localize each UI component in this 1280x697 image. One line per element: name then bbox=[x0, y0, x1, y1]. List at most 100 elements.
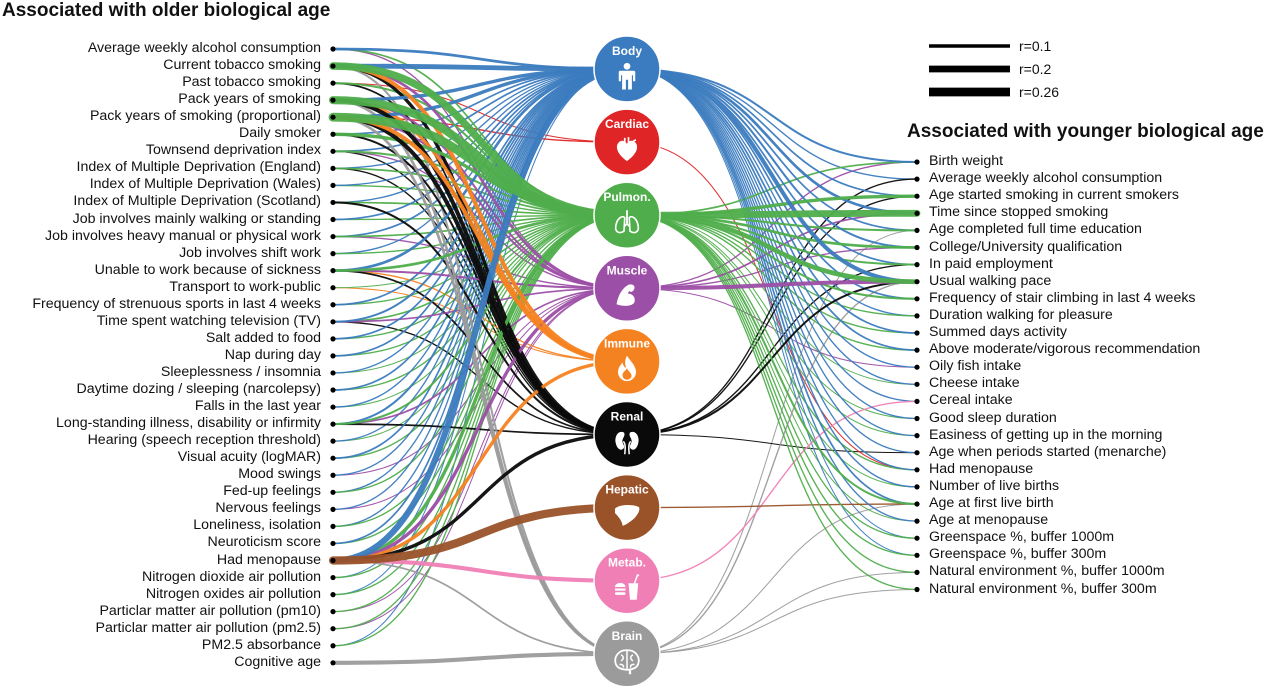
younger-factor-dot bbox=[914, 244, 920, 251]
older-factor-label: Nervous feelings bbox=[215, 500, 321, 517]
organ-circle bbox=[593, 108, 661, 176]
older-factor-label: Transport to work-public bbox=[169, 278, 321, 295]
older-factor-label: Nap during day bbox=[224, 346, 321, 363]
younger-factor-label: Summed days activity bbox=[929, 324, 1067, 340]
younger-link bbox=[626, 214, 918, 437]
younger-factor-label: Age started smoking in current smokers bbox=[929, 187, 1179, 204]
older-factor-dot bbox=[330, 609, 336, 615]
older-factor-dot bbox=[330, 592, 336, 598]
legend bbox=[929, 44, 1010, 97]
older-factor-dot bbox=[330, 199, 336, 206]
younger-factor-dot bbox=[914, 227, 920, 233]
older-link bbox=[332, 68, 628, 153]
older-link bbox=[332, 214, 628, 459]
legend-label-r01: r=0.1 bbox=[1019, 38, 1052, 54]
younger-link bbox=[626, 68, 918, 300]
older-factor-dot bbox=[330, 268, 336, 274]
younger-factor-label: Age at first live birth bbox=[929, 495, 1054, 511]
organ-circle bbox=[593, 400, 661, 469]
organ-node-immune: Immune bbox=[593, 327, 661, 396]
younger-factor-dot bbox=[914, 193, 920, 199]
older-factor-label: Falls in the last year bbox=[194, 398, 321, 415]
legend-label-r02: r=0.2 bbox=[1019, 61, 1052, 77]
older-factor-dot bbox=[330, 626, 336, 632]
younger-link bbox=[626, 571, 918, 655]
younger-links bbox=[623, 66, 921, 655]
younger-link bbox=[626, 68, 918, 454]
younger-factor-dot bbox=[914, 364, 920, 370]
younger-link bbox=[626, 195, 918, 436]
older-factor-label: Had menopause bbox=[216, 551, 321, 568]
older-factor-dot bbox=[330, 251, 336, 257]
older-link bbox=[332, 214, 628, 391]
younger-link bbox=[626, 433, 918, 454]
older-factor-dot bbox=[330, 506, 336, 512]
older-dots bbox=[330, 46, 336, 666]
younger-factor-label: Greenspace %, buffer 300m bbox=[929, 546, 1107, 563]
older-link bbox=[332, 287, 628, 613]
younger-link bbox=[625, 67, 919, 164]
older-link bbox=[331, 64, 629, 290]
older-factor-dot bbox=[330, 182, 336, 188]
younger-factor-label: Birth weight bbox=[929, 153, 1004, 169]
older-link bbox=[328, 112, 632, 220]
younger-factor-dot bbox=[914, 586, 920, 593]
older-link bbox=[330, 63, 630, 72]
organ-label: Hepatic bbox=[605, 483, 649, 497]
older-link bbox=[331, 432, 629, 563]
younger-factor-dot bbox=[914, 398, 920, 404]
younger-link bbox=[625, 67, 919, 215]
organ-circle bbox=[593, 546, 661, 615]
younger-factor-dot bbox=[914, 159, 920, 165]
younger-link bbox=[626, 214, 918, 334]
older-factor-label: Past tobacco smoking bbox=[182, 74, 321, 91]
younger-link bbox=[626, 214, 918, 591]
older-factor-dot bbox=[330, 557, 336, 564]
older-factor-dot bbox=[330, 216, 336, 223]
younger-link bbox=[626, 281, 918, 655]
older-factor-label: Long-standing illness, disability or inf… bbox=[56, 415, 321, 432]
older-link bbox=[331, 67, 629, 323]
organ-label: Body bbox=[612, 44, 642, 58]
older-factor-label: Pack years of smoking bbox=[178, 91, 321, 108]
younger-link bbox=[626, 178, 918, 436]
organ-label: Brain bbox=[612, 629, 643, 643]
younger-factor-label: Age completed full time education bbox=[929, 221, 1142, 238]
younger-factor-label: Cereal intake bbox=[929, 392, 1013, 409]
older-link bbox=[331, 286, 629, 563]
younger-link bbox=[624, 279, 920, 291]
older-link bbox=[330, 651, 630, 665]
organ-node-cardiac: Cardiac bbox=[593, 108, 661, 176]
younger-factor-label: Had menopause bbox=[929, 460, 1034, 477]
younger-factor-dot bbox=[914, 262, 920, 268]
younger-factor-label: Age at menopause bbox=[929, 512, 1049, 529]
younger-factor-dot bbox=[914, 176, 920, 182]
older-factor-label: Hearing (speech reception threshold) bbox=[87, 432, 321, 449]
younger-factor-label: Cheese intake bbox=[929, 375, 1020, 392]
older-factor-label: Index of Multiple Deprivation (Scotland) bbox=[73, 193, 321, 210]
older-factor-dot bbox=[330, 114, 336, 120]
older-factor-dot bbox=[330, 285, 336, 291]
organ-label: Pulmon. bbox=[603, 190, 650, 204]
older-factor-label: Average weekly alcohol consumption bbox=[87, 40, 321, 56]
older-link bbox=[332, 68, 628, 187]
older-factor-dot bbox=[330, 472, 336, 478]
older-factor-dot bbox=[330, 660, 336, 666]
older-link bbox=[332, 269, 628, 436]
organ-node-renal: Renal bbox=[593, 400, 661, 469]
younger-factor-label: Above moderate/vigorous recommendation bbox=[929, 341, 1201, 358]
younger-link bbox=[626, 214, 918, 420]
older-factor-label: Cognitive age bbox=[234, 653, 321, 670]
organ-node-hepatic: Hepatic bbox=[593, 473, 661, 542]
younger-link bbox=[626, 400, 918, 582]
older-factor-label: Particlar matter air pollution (pm10) bbox=[99, 602, 321, 619]
older-factor-label: Current tobacco smoking bbox=[163, 57, 321, 74]
older-link bbox=[331, 359, 629, 563]
younger-factor-dot bbox=[914, 552, 920, 558]
younger-link bbox=[626, 68, 918, 420]
older-factor-dot bbox=[330, 421, 336, 427]
older-factor-label: Frequency of strenuous sports in last 4 … bbox=[32, 295, 321, 312]
older-factor-dot bbox=[330, 80, 336, 86]
